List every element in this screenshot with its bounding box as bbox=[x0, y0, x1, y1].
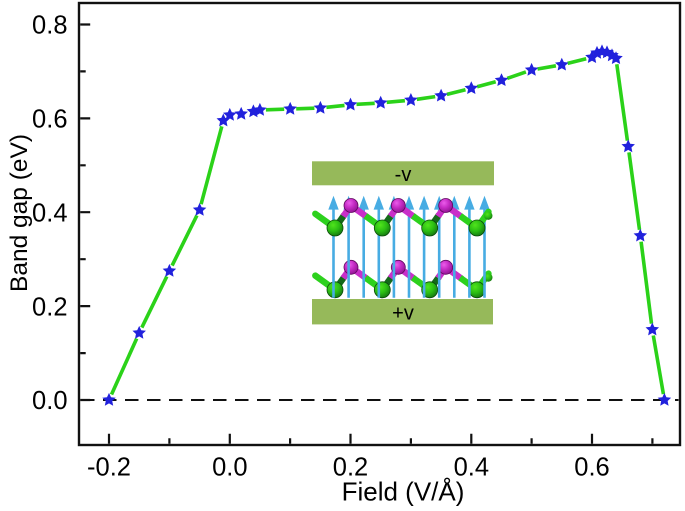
svg-text:0.0: 0.0 bbox=[212, 454, 247, 482]
svg-text:0.6: 0.6 bbox=[574, 454, 609, 482]
svg-text:0.4: 0.4 bbox=[454, 454, 489, 482]
svg-text:0.0: 0.0 bbox=[32, 387, 67, 415]
svg-text:0.2: 0.2 bbox=[32, 293, 67, 321]
svg-text:0.4: 0.4 bbox=[32, 199, 67, 227]
svg-text:0.8: 0.8 bbox=[32, 12, 67, 40]
svg-text:-v: -v bbox=[395, 164, 412, 186]
svg-text:-0.2: -0.2 bbox=[87, 454, 131, 482]
svg-text:Field (V/Å): Field (V/Å) bbox=[342, 477, 465, 507]
svg-text:Band gap (eV): Band gap (eV) bbox=[6, 134, 33, 292]
svg-text:0.6: 0.6 bbox=[32, 106, 67, 134]
svg-text:+v: +v bbox=[392, 303, 414, 325]
svg-text:0.2: 0.2 bbox=[333, 454, 368, 482]
